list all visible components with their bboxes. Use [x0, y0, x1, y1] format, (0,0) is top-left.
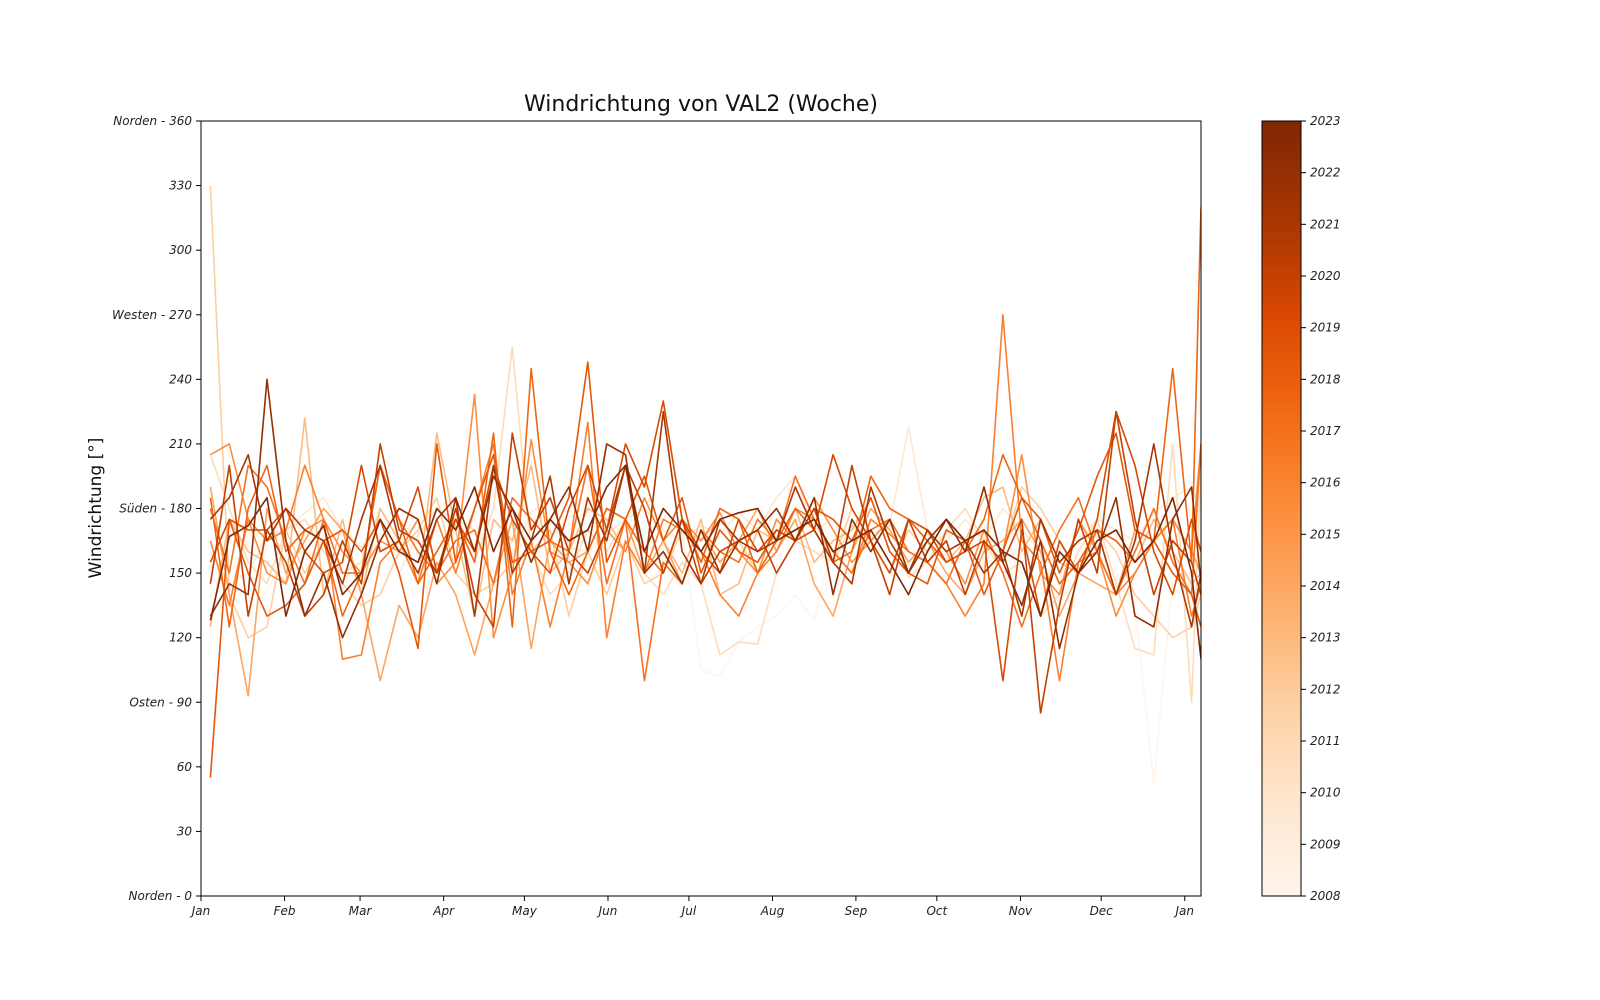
y-tick-label: 300 [169, 243, 192, 257]
colorbar-tick-label: 2022 [1310, 166, 1341, 180]
y-tick-label: 30 [177, 824, 193, 838]
series-line-2020 [209, 410, 1201, 714]
series-layer [209, 185, 1201, 785]
colorbar-tick-label: 2011 [1310, 734, 1341, 748]
colorbar-tick-label: 2012 [1310, 682, 1341, 696]
y-tick-label: Süden - 180 [119, 502, 192, 516]
colorbar-tick-label: 2023 [1310, 114, 1341, 128]
y-axis: Norden - 0 30 60 Osten - 90 120 150 Süden - 18… [112, 114, 201, 903]
x-tick-label: Apr [432, 904, 455, 918]
series-line-2015 [209, 313, 1201, 682]
series-line-2014 [210, 393, 1201, 639]
colorbar-tick-label: 2018 [1310, 372, 1341, 386]
x-tick-label: Feb [274, 904, 296, 918]
y-tick-label: 330 [169, 179, 192, 193]
chart-title: Windrichtung von VAL2 (Woche) [524, 92, 878, 117]
x-tick-label: Sep [845, 904, 868, 918]
colorbar-tick-label: 2014 [1310, 579, 1341, 593]
colorbar-tick-label: 2010 [1310, 786, 1341, 800]
series-line-2022 [209, 378, 1201, 650]
y-tick-label: 210 [169, 437, 192, 451]
x-tick-label: Jan [1174, 904, 1195, 918]
x-tick-label: Oct [926, 904, 948, 918]
colorbar-tick-label: 2016 [1310, 476, 1341, 490]
series-line-2010 [209, 346, 1201, 704]
y-tick-label: 240 [169, 372, 192, 386]
y-tick-label: 150 [169, 566, 192, 580]
x-tick-label: Aug [760, 904, 785, 918]
x-tick-label: Jan [190, 904, 211, 918]
y-tick-label: 120 [169, 631, 192, 645]
colorbar-tick-label: 2009 [1310, 837, 1341, 851]
y-tick-label: Norden - 360 [113, 114, 192, 128]
x-tick-label: Nov [1009, 904, 1033, 918]
y-axis-label: Windrichtung [°] [86, 438, 106, 579]
colorbar-tick-label: 2015 [1310, 527, 1341, 541]
x-tick-label: Jul [680, 904, 697, 918]
y-tick-label: 60 [177, 760, 193, 774]
series-line-2011 [209, 185, 1201, 639]
colorbar-tick-label: 2020 [1310, 269, 1341, 283]
x-axis: Jan Feb Mar Apr May Jun Jul Aug Sep Oct Nov Dec Jan [190, 896, 1194, 918]
colorbar-axis: 2008 2009 2010 2011 2012 2013 2014 2015 2016 2017… [1301, 114, 1341, 903]
colorbar-tick-label: 2013 [1310, 631, 1341, 645]
colorbar-tick-label: 2021 [1310, 217, 1341, 231]
x-tick-label: Mar [349, 904, 373, 918]
x-tick-label: May [512, 904, 538, 918]
x-tick-label: Jun [597, 904, 618, 918]
colorbar-tick-label: 2019 [1310, 321, 1341, 335]
y-tick-label: Westen - 270 [112, 308, 192, 322]
y-tick-label: Osten - 90 [129, 695, 192, 709]
series-line-2023 [209, 464, 1201, 660]
colorbar [1261, 120, 1302, 897]
x-tick-label: Dec [1090, 904, 1114, 918]
colorbar-tick-label: 2008 [1310, 889, 1341, 903]
colorbar-tick-label: 2017 [1310, 424, 1341, 438]
y-tick-label: Norden - 0 [129, 889, 193, 903]
